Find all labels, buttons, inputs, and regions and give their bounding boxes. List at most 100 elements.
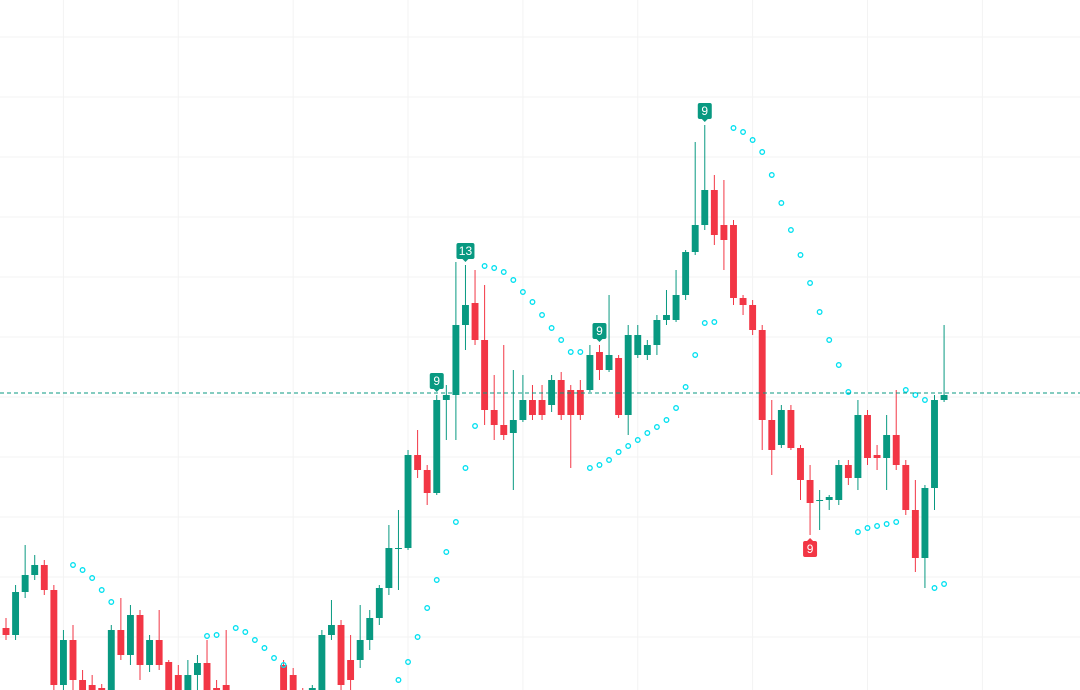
- sar-dot: [941, 581, 948, 587]
- candle-body: [356, 640, 364, 660]
- sar-dot: [567, 349, 574, 355]
- candle-body: [366, 618, 374, 640]
- sar-dot: [883, 521, 890, 527]
- candle-body: [710, 190, 718, 235]
- sar-dot: [740, 129, 747, 135]
- candle-body: [902, 465, 910, 510]
- candle-body: [155, 640, 163, 665]
- sar-dot: [921, 397, 928, 403]
- sar-dot: [443, 549, 450, 555]
- sar-dot: [931, 585, 938, 591]
- candle-body: [59, 640, 67, 685]
- signal-pointer: [807, 538, 814, 541]
- sar-dot: [539, 312, 545, 318]
- sar-dot: [749, 137, 756, 143]
- sar-dot: [481, 263, 488, 269]
- candle-body: [21, 575, 29, 592]
- candle-body: [289, 675, 297, 690]
- candle-body: [462, 305, 469, 325]
- sar-dot: [395, 677, 402, 683]
- sar-dot: [778, 200, 785, 206]
- signal-label: 9: [596, 324, 603, 338]
- td-signal: 13: [456, 243, 475, 262]
- candle-body: [797, 448, 804, 480]
- sar-dot: [902, 387, 909, 393]
- sar-dot: [433, 577, 440, 583]
- candle-body: [873, 455, 881, 458]
- candle-body: [280, 665, 288, 690]
- candle-body: [701, 190, 709, 225]
- candle-body: [79, 680, 87, 690]
- candle-body: [481, 340, 489, 410]
- candle-body: [375, 588, 383, 618]
- candle-body: [414, 455, 422, 470]
- candle-body: [596, 352, 603, 370]
- sar-dot: [730, 125, 737, 131]
- candle-body: [538, 400, 546, 415]
- candle-body: [682, 252, 690, 295]
- candle-body: [69, 640, 77, 680]
- sar-dot: [491, 265, 498, 271]
- sar-dot: [835, 362, 842, 368]
- sar-dot: [424, 605, 431, 611]
- candle-body: [854, 415, 862, 478]
- candle-body: [720, 225, 728, 240]
- candle-body: [691, 225, 699, 252]
- candle-body: [117, 630, 125, 655]
- candle-body: [107, 630, 115, 690]
- candle-body: [643, 345, 651, 355]
- sar-dot: [519, 289, 526, 295]
- candle-body: [395, 548, 402, 549]
- candle-body: [749, 305, 757, 330]
- candle-body: [423, 470, 431, 493]
- sar-dot: [251, 637, 258, 643]
- sar-dot: [807, 280, 814, 286]
- sar-dot: [472, 423, 478, 429]
- signal-label: 9: [701, 104, 708, 118]
- signal-pointer: [596, 339, 603, 342]
- signal-pointer: [462, 259, 469, 262]
- sar-dot: [787, 227, 794, 233]
- candle-body: [548, 380, 556, 405]
- sar-dot: [204, 633, 210, 639]
- candle-body: [663, 315, 670, 320]
- sar-dot: [797, 252, 804, 258]
- candle-body: [816, 500, 824, 501]
- candle-body: [777, 410, 785, 445]
- sar-dot: [606, 457, 612, 463]
- sar-dot: [644, 430, 651, 436]
- candle-body: [672, 295, 680, 320]
- candle-body: [931, 400, 938, 488]
- td-signal: 9: [803, 538, 818, 557]
- sar-dot: [529, 299, 536, 305]
- candle-body: [835, 465, 843, 500]
- sar-dot: [261, 645, 268, 651]
- candle-body: [586, 355, 594, 390]
- candle-body: [404, 455, 412, 548]
- candle-body: [605, 355, 613, 370]
- sar-dot: [711, 319, 718, 325]
- sar-dot: [271, 655, 277, 661]
- candle-body: [174, 675, 182, 690]
- sar-dot: [634, 437, 641, 443]
- candle-body: [825, 497, 833, 500]
- sar-dot: [864, 525, 871, 531]
- candle-body: [519, 400, 527, 420]
- signal-box: [456, 243, 475, 259]
- candle-body: [576, 390, 584, 415]
- sar-dot: [213, 632, 220, 638]
- sar-dot: [462, 465, 469, 471]
- sar-dot: [108, 599, 115, 605]
- sar-dot: [89, 575, 96, 581]
- sar-dot: [845, 389, 852, 395]
- candle-body: [452, 325, 460, 395]
- sar-dot: [548, 325, 555, 331]
- candle-body: [126, 615, 134, 655]
- sar-dot: [577, 349, 584, 355]
- candle-body: [222, 685, 230, 690]
- candle-body: [193, 663, 201, 675]
- candle-body: [308, 688, 316, 690]
- candle-body: [136, 615, 144, 665]
- candle-body: [2, 628, 10, 635]
- sar-dot: [874, 523, 881, 529]
